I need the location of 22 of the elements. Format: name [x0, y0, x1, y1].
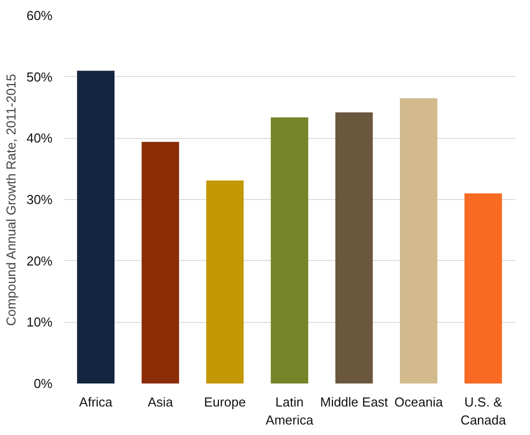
- y-axis-title: Compound Annual Growth Rate, 2011-2015: [3, 74, 18, 326]
- x-tick-label: U.S. & Canada: [460, 394, 507, 428]
- bar: [206, 180, 244, 384]
- bar: [142, 142, 180, 384]
- x-tick-label: Middle East: [320, 394, 388, 410]
- bar: [335, 112, 373, 384]
- y-tick-label: 40%: [26, 130, 53, 146]
- bar: [270, 117, 308, 384]
- x-tick-label: Asia: [148, 394, 174, 410]
- x-tick-label: Europe: [204, 394, 246, 410]
- y-tick-label: 0%: [34, 376, 53, 391]
- x-tick-label: Oceania: [394, 394, 444, 410]
- y-tick-label: 30%: [26, 192, 53, 207]
- bar: [464, 193, 502, 384]
- x-tick-label: Latin America: [266, 394, 314, 428]
- y-tick-label: 60%: [26, 8, 53, 23]
- y-tick-label: 20%: [26, 253, 53, 268]
- y-tick-label: 50%: [26, 69, 53, 84]
- x-tick-label: Africa: [79, 394, 114, 410]
- y-tick-label: 10%: [26, 314, 53, 330]
- bar: [77, 70, 115, 384]
- bar: [400, 98, 438, 384]
